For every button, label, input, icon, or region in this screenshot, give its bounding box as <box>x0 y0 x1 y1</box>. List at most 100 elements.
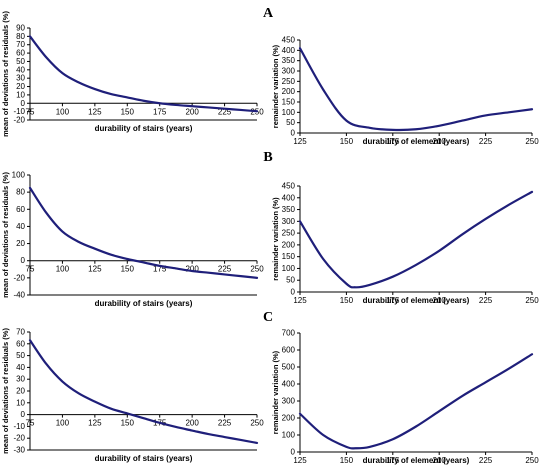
x-tick-label: 75 <box>26 107 35 116</box>
x-tick-label: 200 <box>185 419 199 428</box>
x-tick-label: 175 <box>386 137 400 146</box>
y-tick-label: 150 <box>282 98 296 107</box>
x-tick-label: 250 <box>250 419 264 428</box>
y-tick-label: 50 <box>286 118 295 127</box>
y-tick-label: 0 <box>21 410 26 419</box>
x-tick-label: 125 <box>88 265 102 274</box>
x-tick-label: 150 <box>340 456 354 465</box>
y-tick-label: 350 <box>282 205 296 214</box>
x-tick-label: 200 <box>433 296 447 305</box>
y-tick-label: 100 <box>282 431 296 440</box>
y-tick-label: 60 <box>16 339 25 348</box>
x-axis-label: durability of element (years) <box>363 137 470 146</box>
x-tick-label: 150 <box>121 419 135 428</box>
x-tick-label: 100 <box>56 107 70 116</box>
x-tick-label: 125 <box>88 419 102 428</box>
y-tick-label: 40 <box>16 65 25 74</box>
y-tick-label: 100 <box>282 264 296 273</box>
y-axis-label: remainder variation (%) <box>271 44 280 128</box>
y-axis-label: mean of deviations of residuals (%) <box>1 328 10 454</box>
x-tick-label: 225 <box>218 107 232 116</box>
y-tick-label: 150 <box>282 252 296 261</box>
chart-3: -40 -20 0 20 40 60 80 100 75 100 125 150 175 200 225 25… <box>1 171 264 309</box>
x-tick-label: 100 <box>56 419 70 428</box>
x-axis-label: durability of stairs (years) <box>95 454 193 463</box>
y-tick-label: 0 <box>291 448 296 457</box>
y-tick-label: 450 <box>282 182 296 191</box>
y-tick-label: 60 <box>16 49 25 58</box>
y-tick-label: 50 <box>16 57 25 66</box>
y-tick-label: 0 <box>21 99 26 108</box>
y-tick-label: 60 <box>16 205 25 214</box>
y-tick-label: -10 <box>13 107 25 116</box>
panel-label-a: A <box>262 6 274 21</box>
y-tick-label: 0 <box>21 256 26 265</box>
chart-6: 0 100 200 300 400 500 600 700 125 150 175 200 225 250… <box>271 329 539 466</box>
x-tick-label: 250 <box>525 456 539 465</box>
x-tick-label: 250 <box>525 296 539 305</box>
x-tick-label: 250 <box>250 265 264 274</box>
x-tick-label: 200 <box>433 137 447 146</box>
x-tick-label: 175 <box>386 296 400 305</box>
x-tick-label: 150 <box>340 296 354 305</box>
x-axis-label: durability of stairs (years) <box>95 299 193 308</box>
x-tick-label: 200 <box>433 456 447 465</box>
x-tick-label: 125 <box>88 107 102 116</box>
x-tick-label: 150 <box>121 107 135 116</box>
x-axis-label: durability of element (years) <box>363 296 470 305</box>
y-tick-label: 10 <box>16 398 25 407</box>
y-tick-label: 100 <box>282 108 296 117</box>
y-tick-label: 80 <box>16 32 25 41</box>
y-tick-label: 400 <box>282 380 296 389</box>
y-tick-label: 30 <box>16 375 25 384</box>
x-tick-label: 125 <box>293 296 307 305</box>
y-tick-label: 300 <box>282 397 296 406</box>
x-tick-label: 150 <box>121 265 135 274</box>
y-tick-label: 80 <box>16 188 25 197</box>
y-tick-label: 100 <box>12 171 26 180</box>
x-axis-label: durability of element (years) <box>363 456 470 465</box>
y-tick-label: 250 <box>282 77 296 86</box>
y-tick-label: -10 <box>13 422 25 431</box>
chart-4: 0 50 100 150 200 250 300 350 400 450 125 150 175 200 2… <box>271 182 539 306</box>
y-axis-label: mean of deviations of residuals (%) <box>1 11 10 137</box>
y-tick-label: 70 <box>16 328 25 337</box>
x-tick-label: 200 <box>185 107 199 116</box>
series-line <box>298 353 534 450</box>
y-tick-label: 10 <box>16 90 25 99</box>
x-tick-label: 125 <box>293 456 307 465</box>
x-tick-label: 250 <box>525 137 539 146</box>
y-tick-label: 200 <box>282 240 296 249</box>
y-tick-label: -20 <box>13 434 25 443</box>
x-tick-label: 225 <box>479 296 493 305</box>
y-axis-label: mean of deviations of residuals (%) <box>1 172 10 298</box>
x-tick-label: 75 <box>26 419 35 428</box>
series-line <box>28 186 259 279</box>
y-tick-label: 500 <box>282 363 296 372</box>
x-tick-label: 175 <box>153 107 167 116</box>
y-tick-label: 0 <box>291 288 296 297</box>
y-tick-label: -20 <box>13 116 25 125</box>
y-tick-label: 700 <box>282 329 296 338</box>
panel-label-b: B <box>263 150 273 165</box>
x-tick-label: 225 <box>218 419 232 428</box>
y-tick-label: 50 <box>16 351 25 360</box>
x-tick-label: 200 <box>185 265 199 274</box>
x-tick-label: 225 <box>479 456 493 465</box>
y-tick-label: 40 <box>16 222 25 231</box>
y-tick-label: 20 <box>16 239 25 248</box>
y-tick-label: -20 <box>13 273 25 282</box>
x-axis-label: durability of stairs (years) <box>95 124 193 133</box>
series-line <box>298 190 534 289</box>
y-tick-label: 350 <box>282 56 296 65</box>
y-tick-label: 20 <box>16 387 25 396</box>
x-tick-label: 75 <box>26 265 35 274</box>
y-tick-label: -40 <box>13 291 25 300</box>
x-tick-label: 125 <box>293 137 307 146</box>
y-tick-label: 400 <box>282 46 296 55</box>
y-tick-label: 450 <box>282 36 296 45</box>
y-tick-label: 200 <box>282 87 296 96</box>
y-tick-label: 40 <box>16 363 25 372</box>
